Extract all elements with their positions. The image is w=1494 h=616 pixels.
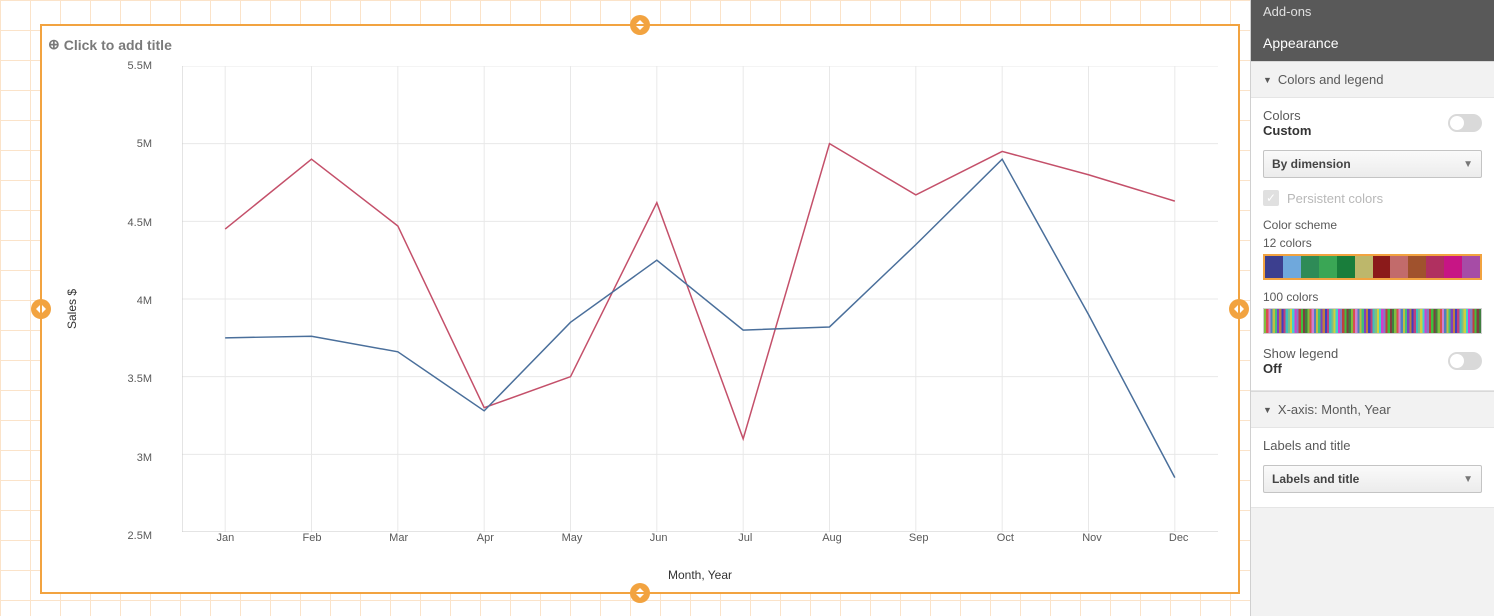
scheme-100-label: 100 colors: [1263, 290, 1482, 304]
resize-handle-left[interactable]: [31, 299, 51, 319]
color-mode-select-label: By dimension: [1272, 157, 1351, 171]
properties-panel: Add-ons Appearance ▼ Colors and legend C…: [1250, 0, 1494, 616]
chart-canvas-area: ⊕ Click to add title Sales $ 2.5M 3M 3.5M 4…: [0, 0, 1250, 616]
section-xaxis-header[interactable]: ▼ X-axis: Month, Year: [1251, 392, 1494, 427]
labels-title-select-value: Labels and title: [1272, 472, 1359, 486]
persistent-colors-label: Persistent colors: [1287, 191, 1383, 206]
colors-label: Colors: [1263, 108, 1311, 123]
scheme-100-swatch[interactable]: [1263, 308, 1482, 334]
colors-toggle-row: Colors Custom: [1263, 108, 1482, 138]
y-tick: 5.5M: [112, 60, 152, 72]
panel-section-addons[interactable]: Add-ons: [1251, 0, 1494, 25]
section-xaxis: ▼ X-axis: Month, Year Labels and title L…: [1251, 391, 1494, 508]
x-tick: Feb: [303, 532, 322, 544]
section-colors-legend-header[interactable]: ▼ Colors and legend: [1251, 62, 1494, 97]
x-tick: Jul: [738, 532, 752, 544]
scheme-12-swatch[interactable]: [1263, 254, 1482, 280]
y-tick: 4.5M: [112, 217, 152, 229]
color-mode-select[interactable]: By dimension ▼: [1263, 150, 1482, 178]
x-tick: Jun: [650, 532, 668, 544]
caret-down-icon: ▼: [1263, 405, 1272, 415]
panel-section-appearance[interactable]: Appearance: [1251, 25, 1494, 61]
chevron-down-icon: ▼: [1463, 474, 1473, 485]
section-colors-legend-title: Colors and legend: [1278, 72, 1384, 87]
chart-frame[interactable]: ⊕ Click to add title Sales $ 2.5M 3M 3.5M 4…: [40, 24, 1240, 594]
show-legend-row: Show legend Off: [1263, 346, 1482, 376]
persistent-colors-checkbox[interactable]: [1263, 190, 1279, 206]
add-icon: ⊕: [48, 36, 60, 53]
x-tick: May: [562, 532, 583, 544]
y-axis-label: Sales $: [65, 289, 79, 329]
colors-toggle[interactable]: [1448, 114, 1482, 132]
x-tick: Jan: [216, 532, 234, 544]
y-tick: 3M: [112, 452, 152, 464]
plot-area: [182, 66, 1218, 532]
resize-handle-bottom[interactable]: [630, 583, 650, 603]
chart-title-placeholder[interactable]: ⊕ Click to add title: [48, 36, 172, 53]
x-tick: Oct: [997, 532, 1014, 544]
x-tick: Aug: [822, 532, 842, 544]
x-tick: Sep: [909, 532, 929, 544]
chevron-down-icon: ▼: [1463, 159, 1473, 170]
x-tick: Nov: [1082, 532, 1102, 544]
x-tick: Apr: [477, 532, 494, 544]
section-colors-legend: ▼ Colors and legend Colors Custom By dim…: [1251, 61, 1494, 391]
x-axis: Month, Year Jan Feb Mar Apr May Jun Jul Aug Sep O…: [182, 532, 1218, 582]
labels-title-select[interactable]: Labels and title ▼: [1263, 465, 1482, 493]
show-legend-value: Off: [1263, 361, 1338, 376]
y-tick: 4M: [112, 295, 152, 307]
y-tick: 2.5M: [112, 530, 152, 542]
chart-svg: [182, 66, 1218, 532]
x-tick: Mar: [389, 532, 408, 544]
show-legend-label: Show legend: [1263, 346, 1338, 361]
resize-handle-right[interactable]: [1229, 299, 1249, 319]
resize-handle-top[interactable]: [630, 15, 650, 35]
labels-title-label: Labels and title: [1263, 438, 1482, 453]
colors-value: Custom: [1263, 123, 1311, 138]
y-tick: 3.5M: [112, 373, 152, 385]
x-tick: Dec: [1169, 532, 1189, 544]
persistent-colors-row: Persistent colors: [1263, 190, 1482, 206]
color-scheme-label: Color scheme: [1263, 218, 1482, 232]
x-axis-label: Month, Year: [668, 568, 732, 582]
y-axis: 2.5M3M3.5M4M4.5M5M5.5M: [92, 66, 152, 532]
show-legend-toggle[interactable]: [1448, 352, 1482, 370]
chart-title-text: Click to add title: [64, 37, 172, 53]
scheme-12-label: 12 colors: [1263, 236, 1482, 250]
caret-down-icon: ▼: [1263, 75, 1272, 85]
section-xaxis-title: X-axis: Month, Year: [1278, 402, 1391, 417]
y-tick: 5M: [112, 138, 152, 150]
